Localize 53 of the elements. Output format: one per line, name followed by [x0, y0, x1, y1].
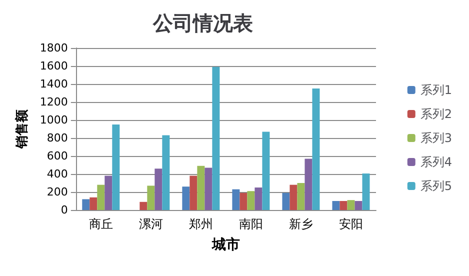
bar [254, 188, 262, 210]
bar [197, 166, 205, 210]
bar [204, 168, 212, 210]
x-tick-label: 南阳 [238, 217, 263, 231]
legend-label: 系列4 [420, 155, 452, 169]
bar [147, 186, 155, 210]
x-tick-label: 安阳 [338, 217, 363, 231]
bar [140, 202, 148, 210]
bar [82, 199, 90, 210]
bar [347, 200, 355, 210]
bar [362, 174, 370, 210]
y-tick-label: 200 [46, 186, 68, 198]
bar [340, 201, 348, 210]
bar [104, 176, 112, 210]
bar [182, 186, 190, 210]
legend-label: 系列5 [420, 179, 452, 193]
y-tick-label: 0 [60, 204, 68, 216]
bar [112, 124, 120, 210]
bar [304, 158, 312, 210]
bar [332, 201, 340, 210]
bar [232, 189, 240, 210]
x-axis-title: 城市 [210, 236, 240, 253]
bar [162, 135, 170, 210]
legend-label: 系列2 [420, 107, 452, 121]
y-tick-label: 600 [46, 150, 68, 162]
y-tick-label: 1400 [40, 78, 68, 90]
x-tick-label: 商丘 [88, 217, 113, 231]
bar [262, 132, 270, 210]
bar [97, 184, 105, 210]
bar [90, 197, 98, 210]
bar [212, 66, 220, 210]
x-tick-label: 郑州 [188, 217, 213, 231]
y-tick-label: 1000 [40, 114, 68, 126]
y-tick-label: 1800 [40, 42, 68, 54]
legend-label: 系列3 [420, 131, 452, 145]
y-tick-label: 400 [46, 168, 68, 180]
x-tick-label: 漯河 [138, 217, 163, 231]
y-tick-label: 800 [46, 132, 68, 144]
y-tick-label: 1600 [40, 60, 68, 72]
x-tick-label: 新乡 [288, 217, 313, 231]
bar [247, 191, 255, 210]
legend-label: 系列1 [420, 83, 452, 97]
bar [240, 192, 248, 210]
bar [190, 176, 198, 210]
bar [297, 183, 305, 210]
chart-title: 公司情况表 [152, 11, 253, 35]
bar [312, 88, 320, 210]
y-tick-label: 1200 [40, 96, 68, 108]
bar [290, 184, 298, 210]
bar [354, 201, 362, 210]
y-axis-title: 销售额 [14, 108, 30, 150]
bar [282, 192, 290, 210]
bar [154, 168, 162, 210]
